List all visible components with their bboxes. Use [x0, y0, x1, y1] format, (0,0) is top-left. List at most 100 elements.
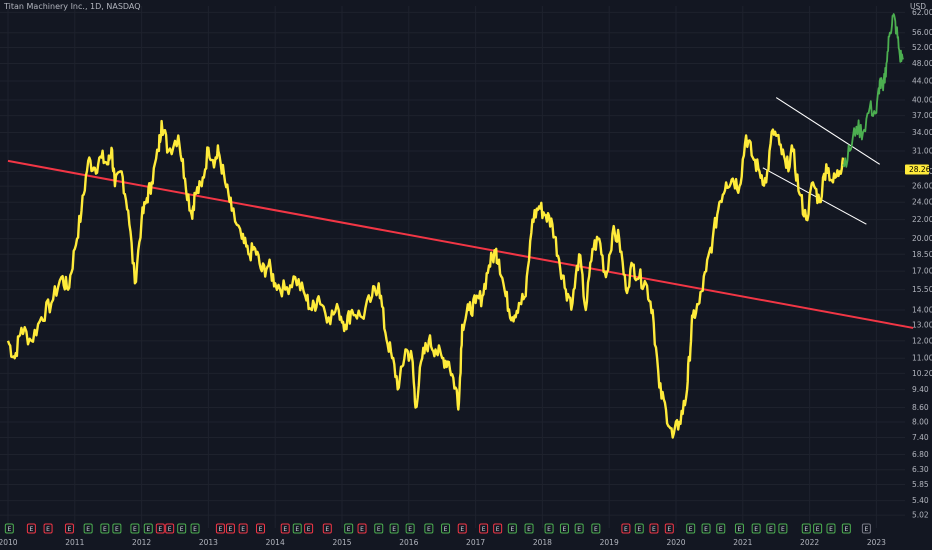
- earnings-marker[interactable]: E: [424, 523, 434, 534]
- grid-layer: [0, 6, 905, 528]
- earnings-marker[interactable]: E: [177, 523, 187, 534]
- earnings-marker-label: E: [444, 526, 448, 533]
- earnings-marker[interactable]: E: [634, 523, 644, 534]
- earnings-marker-box: [424, 523, 434, 534]
- y-tick-label: 11.00: [912, 354, 932, 363]
- x-axis[interactable]: 2010 2011 2012 2013 2014 2015 2016 2017 2018 2019…: [0, 538, 886, 547]
- earnings-marker[interactable]: E: [225, 523, 235, 534]
- earnings-marker[interactable]: E: [357, 523, 367, 534]
- earnings-marker[interactable]: E: [389, 523, 399, 534]
- earnings-marker-label: E: [307, 526, 311, 533]
- earnings-marker[interactable]: E: [841, 523, 851, 534]
- earnings-marker[interactable]: E: [256, 523, 266, 534]
- earnings-marker[interactable]: E: [100, 523, 110, 534]
- earnings-marker-label: E: [103, 526, 107, 533]
- earnings-marker-box: [507, 523, 517, 534]
- earnings-marker-box: [225, 523, 235, 534]
- y-tick-label: 26.00: [912, 182, 932, 191]
- earnings-marker[interactable]: E: [155, 523, 165, 534]
- price-line-recent: [842, 13, 904, 168]
- earnings-marker-label: E: [547, 526, 551, 533]
- earnings-marker-label: E: [829, 526, 833, 533]
- earnings-marker[interactable]: E: [304, 523, 314, 534]
- y-tick-label: 10.20: [912, 369, 932, 378]
- earnings-marker[interactable]: E: [374, 523, 384, 534]
- earnings-marker[interactable]: E: [861, 523, 871, 534]
- earnings-marker-box: [441, 523, 451, 534]
- earnings-marker-box: [155, 523, 165, 534]
- earnings-marker[interactable]: E: [112, 523, 122, 534]
- earnings-marker-box: [322, 523, 332, 534]
- earnings-marker[interactable]: E: [64, 523, 74, 534]
- earnings-marker[interactable]: E: [664, 523, 674, 534]
- earnings-marker[interactable]: E: [280, 523, 290, 534]
- earnings-marker-box: [591, 523, 601, 534]
- earnings-marker[interactable]: E: [143, 523, 153, 534]
- earnings-marker[interactable]: E: [544, 523, 554, 534]
- earnings-marker[interactable]: E: [574, 523, 584, 534]
- earnings-marker-label: E: [241, 526, 245, 533]
- earnings-marker[interactable]: E: [559, 523, 569, 534]
- earnings-marker[interactable]: E: [716, 523, 726, 534]
- earnings-marker[interactable]: E: [507, 523, 517, 534]
- earnings-marker[interactable]: E: [826, 523, 836, 534]
- earnings-marker[interactable]: E: [591, 523, 601, 534]
- earnings-marker-box: [344, 523, 354, 534]
- earnings-marker[interactable]: E: [130, 523, 140, 534]
- earnings-marker-box: [701, 523, 711, 534]
- earnings-marker[interactable]: E: [322, 523, 332, 534]
- earnings-marker[interactable]: E: [457, 523, 467, 534]
- earnings-marker[interactable]: E: [238, 523, 248, 534]
- earnings-marker-box: [64, 523, 74, 534]
- earnings-marker[interactable]: E: [766, 523, 776, 534]
- earnings-marker[interactable]: E: [479, 523, 489, 534]
- earnings-marker[interactable]: E: [215, 523, 225, 534]
- earnings-marker-label: E: [360, 526, 364, 533]
- earnings-marker-label: E: [427, 526, 431, 533]
- earnings-marker[interactable]: E: [83, 523, 93, 534]
- earnings-marker-box: [734, 523, 744, 534]
- earnings-marker[interactable]: E: [43, 523, 53, 534]
- earnings-marker[interactable]: E: [26, 523, 36, 534]
- earnings-marker-label: E: [115, 526, 119, 533]
- earnings-marker[interactable]: E: [778, 523, 788, 534]
- earnings-marker[interactable]: E: [190, 523, 200, 534]
- earnings-marker[interactable]: E: [751, 523, 761, 534]
- earnings-marker[interactable]: E: [621, 523, 631, 534]
- earnings-marker[interactable]: E: [165, 523, 175, 534]
- y-tick-label: 52.00: [912, 43, 932, 52]
- earnings-marker-label: E: [637, 526, 641, 533]
- earnings-marker[interactable]: E: [813, 523, 823, 534]
- earnings-marker[interactable]: E: [493, 523, 503, 534]
- earnings-marker-box: [215, 523, 225, 534]
- earnings-marker-label: E: [146, 526, 150, 533]
- earnings-marker-box: [405, 523, 415, 534]
- earnings-marker-box: [841, 523, 851, 534]
- earnings-marker-label: E: [652, 526, 656, 533]
- earnings-marker[interactable]: E: [801, 523, 811, 534]
- earnings-marker[interactable]: E: [686, 523, 696, 534]
- earnings-marker[interactable]: E: [649, 523, 659, 534]
- earnings-marker-label: E: [704, 526, 708, 533]
- earnings-marker[interactable]: E: [292, 523, 302, 534]
- earnings-marker[interactable]: E: [344, 523, 354, 534]
- earnings-marker-label: E: [624, 526, 628, 533]
- y-tick-label: 20.00: [912, 234, 932, 243]
- earnings-marker[interactable]: E: [4, 523, 14, 534]
- y-axis[interactable]: 62.00 56.00 52.00 48.00 44.00 40.00 37.00 34.00…: [912, 8, 932, 520]
- earnings-marker[interactable]: E: [524, 523, 534, 534]
- earnings-marker-label: E: [259, 526, 263, 533]
- earnings-marker-label: E: [738, 526, 742, 533]
- earnings-marker-label: E: [667, 526, 671, 533]
- earnings-marker[interactable]: E: [701, 523, 711, 534]
- earnings-marker-label: E: [29, 526, 33, 533]
- earnings-marker[interactable]: E: [405, 523, 415, 534]
- earnings-marker-box: [621, 523, 631, 534]
- series-layer: [6, 13, 904, 439]
- earnings-marker[interactable]: E: [734, 523, 744, 534]
- y-tick-label: 13.00: [912, 320, 932, 329]
- earnings-marker[interactable]: E: [441, 523, 451, 534]
- earnings-marker-box: [634, 523, 644, 534]
- x-tick-label: 2018: [533, 538, 552, 547]
